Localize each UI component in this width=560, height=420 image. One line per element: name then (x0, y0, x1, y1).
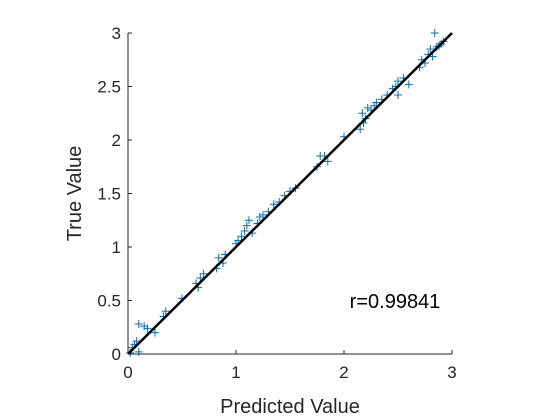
data-point-10 (161, 307, 170, 316)
y-tick-label-4: 2 (112, 131, 121, 150)
y-tick-label-2: 1 (112, 238, 121, 257)
y-tick-label-5: 2.5 (97, 78, 121, 97)
fit-line (127, 32, 453, 355)
x-tick-label-0: 0 (123, 363, 132, 382)
data-point-17 (214, 253, 223, 262)
data-point-23 (240, 226, 249, 235)
x-tick-label-3: 3 (447, 363, 456, 382)
data-point-15 (199, 269, 208, 278)
y-ticks: 0 0.5 1 1.5 2 2.5 3 (97, 24, 132, 364)
data-point-28 (255, 213, 264, 222)
x-ticks: 0 1 2 3 (123, 350, 457, 382)
correlation-annotation: r=0.99841 (350, 291, 441, 313)
data-point-39 (323, 157, 332, 166)
y-axis-title: True Value (64, 146, 86, 242)
axes: 0 1 2 3 0 0.5 1 1.5 2 2.5 3 (97, 24, 456, 382)
data-point-22 (237, 232, 246, 241)
data-point-4 (134, 347, 143, 356)
y-tick-label-6: 3 (112, 24, 121, 43)
data-point-6 (140, 322, 149, 331)
data-point-42 (358, 109, 367, 118)
data-point-44 (363, 103, 372, 112)
x-tick-label-1: 1 (231, 363, 240, 382)
data-point-47 (372, 98, 381, 107)
x-axis-title: Predicted Value (220, 396, 360, 418)
y-tick-label-3: 1.5 (97, 185, 121, 204)
data-point-52 (394, 77, 402, 86)
data-point-59 (426, 45, 435, 54)
data-point-7 (143, 324, 152, 333)
y-tick-label-0: 0 (112, 345, 121, 364)
data-point-25 (244, 216, 253, 225)
data-point-29 (259, 210, 267, 219)
data-point-8 (151, 328, 159, 337)
y-tick-label-1: 0.5 (97, 292, 121, 311)
x-tick-label-2: 2 (339, 363, 348, 382)
data-point-31 (269, 200, 278, 209)
data-point-66 (394, 91, 402, 100)
data-point-54 (404, 80, 413, 89)
data-point-5 (134, 320, 143, 329)
data-point-41 (356, 125, 365, 134)
data-point-61 (430, 29, 439, 37)
data-point-24 (242, 221, 251, 230)
